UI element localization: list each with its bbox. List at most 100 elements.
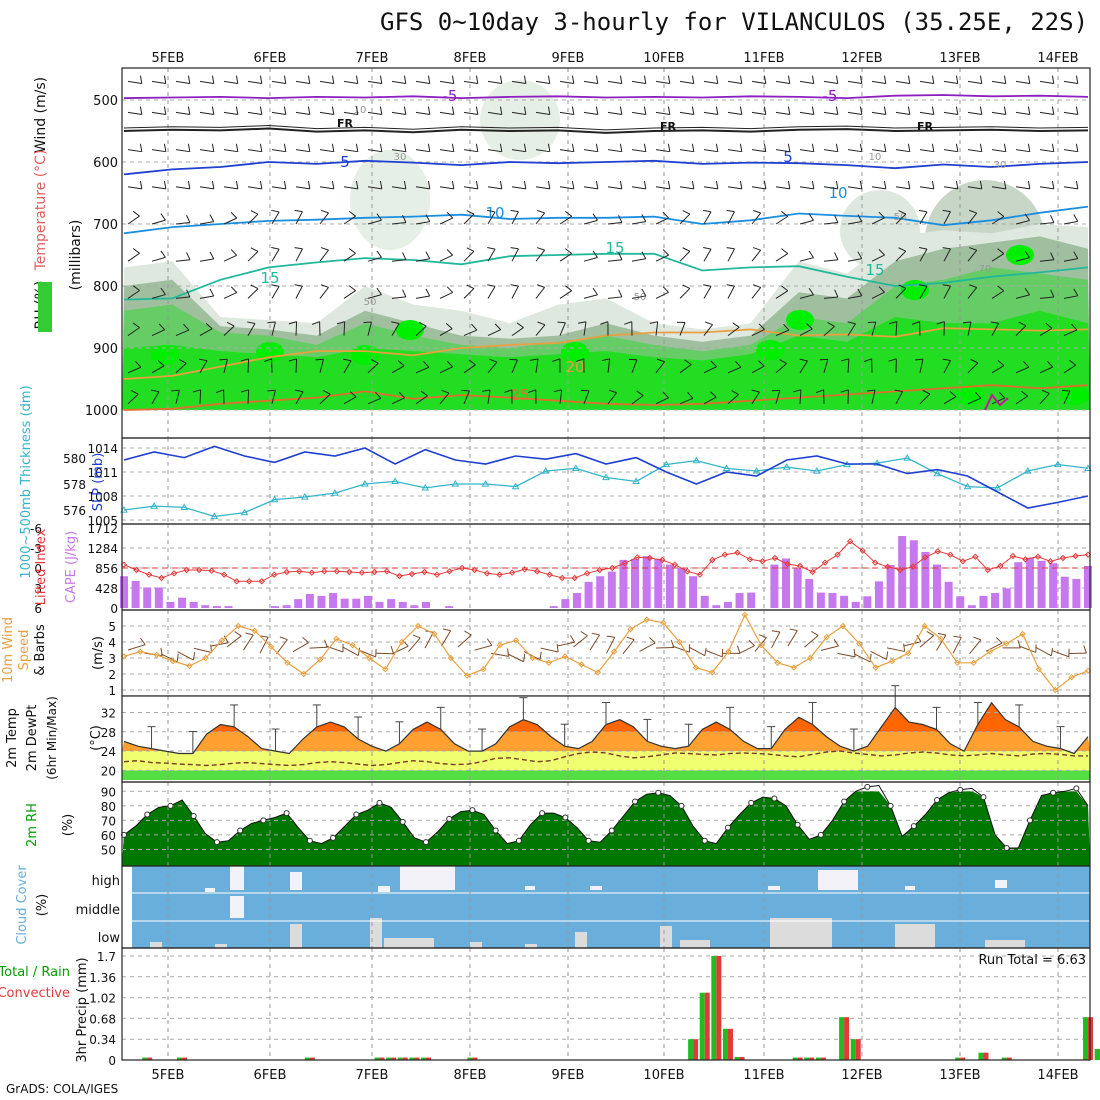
cape-bar	[352, 598, 361, 608]
rh-marker	[330, 834, 337, 841]
wind-barb	[186, 252, 191, 260]
wind-barb	[446, 249, 454, 256]
wind-barb	[1050, 289, 1055, 298]
precip-convective-bar	[844, 1017, 850, 1060]
wind-barb	[727, 211, 735, 225]
precip-ytick: 1.02	[89, 992, 116, 1006]
wind-barb	[1039, 149, 1054, 153]
thickness-marker	[1054, 460, 1062, 468]
cape-bar	[979, 595, 988, 608]
wind-barb	[199, 186, 214, 190]
wind-barb	[199, 80, 214, 84]
wind-barb	[504, 389, 513, 393]
wind-barb	[907, 75, 911, 84]
isotherm-label: 10	[828, 184, 847, 202]
li-marker	[383, 568, 391, 575]
wind-barb	[175, 80, 190, 84]
wind10m-barb	[408, 637, 421, 652]
rh-blob	[480, 80, 560, 160]
wind-barb	[211, 143, 215, 152]
li-marker	[659, 556, 666, 564]
wind10m-barb	[474, 644, 492, 651]
wind-barb	[209, 288, 215, 297]
wind10m-barb	[952, 637, 962, 654]
wind-barb	[151, 256, 166, 262]
precip-total-bar	[397, 1057, 403, 1060]
wind-barb	[363, 321, 372, 324]
wind-barb	[230, 249, 238, 256]
thickness-ytick: 578	[63, 478, 86, 492]
wind10m-barb	[302, 637, 309, 644]
wind10m-barb	[1050, 647, 1054, 656]
wind-barb	[1063, 111, 1078, 115]
li-marker	[922, 554, 929, 561]
precip-total-bar	[711, 956, 717, 1060]
wind-barb	[250, 210, 259, 215]
wind10m-barb	[391, 645, 409, 655]
rh-marker	[353, 811, 360, 818]
wind-barb	[223, 186, 238, 190]
wind-barb	[703, 286, 712, 299]
wind-barb	[679, 364, 692, 374]
wind-barb	[319, 186, 334, 190]
rh-marker	[190, 813, 197, 819]
wind-barb	[367, 397, 382, 405]
wind-ylabel-line: & Barbs	[33, 624, 48, 676]
rh-marker	[864, 783, 871, 790]
wind-barb	[427, 143, 431, 152]
wind-barb	[288, 321, 297, 325]
wind10m-barb	[1018, 645, 1036, 653]
wind-ytick: 5	[108, 620, 116, 634]
li-marker	[271, 571, 278, 578]
wind-barb	[571, 75, 575, 84]
wind-barb	[600, 321, 609, 325]
wind-barb	[898, 247, 906, 252]
wind-barb	[655, 217, 669, 225]
wind-barb	[349, 391, 357, 398]
wind-barb	[997, 360, 1005, 366]
rh-high-spot	[1061, 385, 1089, 405]
wind-barb	[127, 80, 142, 84]
rh-marker	[655, 789, 662, 796]
wind-barb	[348, 248, 356, 254]
cloud-high-block	[230, 866, 244, 890]
wind-barb	[1063, 329, 1078, 337]
wind10m-barb	[506, 648, 510, 657]
li-marker	[771, 554, 779, 562]
cape-bar	[421, 601, 430, 608]
wind-barb	[271, 286, 280, 299]
wind-barb	[1039, 111, 1054, 115]
wind10m-barb	[789, 628, 798, 632]
wind-barb	[331, 106, 335, 115]
thickness-marker	[180, 503, 189, 510]
wind-barb	[223, 325, 235, 336]
wind-barb	[631, 395, 644, 405]
isotherm-label: 10	[354, 105, 367, 116]
wind-barb	[559, 290, 572, 299]
wind-speed-marker	[202, 654, 209, 662]
li-marker	[759, 558, 766, 565]
wind-barb	[583, 257, 598, 262]
wind-barb	[726, 284, 735, 287]
precip-ylabel: 3hr Precip (mm)	[75, 957, 90, 1062]
date-label-bottom: 11FEB	[743, 1068, 784, 1083]
wind-barb	[943, 186, 958, 190]
wind-barb	[403, 106, 407, 115]
wind-barb	[607, 149, 622, 153]
wind-barb	[583, 321, 587, 336]
wind-barb	[799, 111, 814, 115]
wind-barb	[991, 365, 1005, 374]
wind-barb	[949, 391, 957, 397]
wind-barb	[919, 393, 931, 405]
date-label-top: 9FEB	[552, 51, 585, 66]
wind-barb	[1050, 215, 1055, 223]
precip-total-bar	[839, 1017, 845, 1060]
wind-barb	[775, 111, 790, 115]
cloud-low-block	[370, 918, 382, 948]
isotherm-line	[123, 327, 1089, 380]
isotherm-line	[123, 159, 1089, 176]
wind-barb	[475, 180, 479, 189]
wind-barb	[487, 111, 502, 115]
wind-barb	[160, 213, 166, 221]
wind-barb	[553, 389, 562, 393]
